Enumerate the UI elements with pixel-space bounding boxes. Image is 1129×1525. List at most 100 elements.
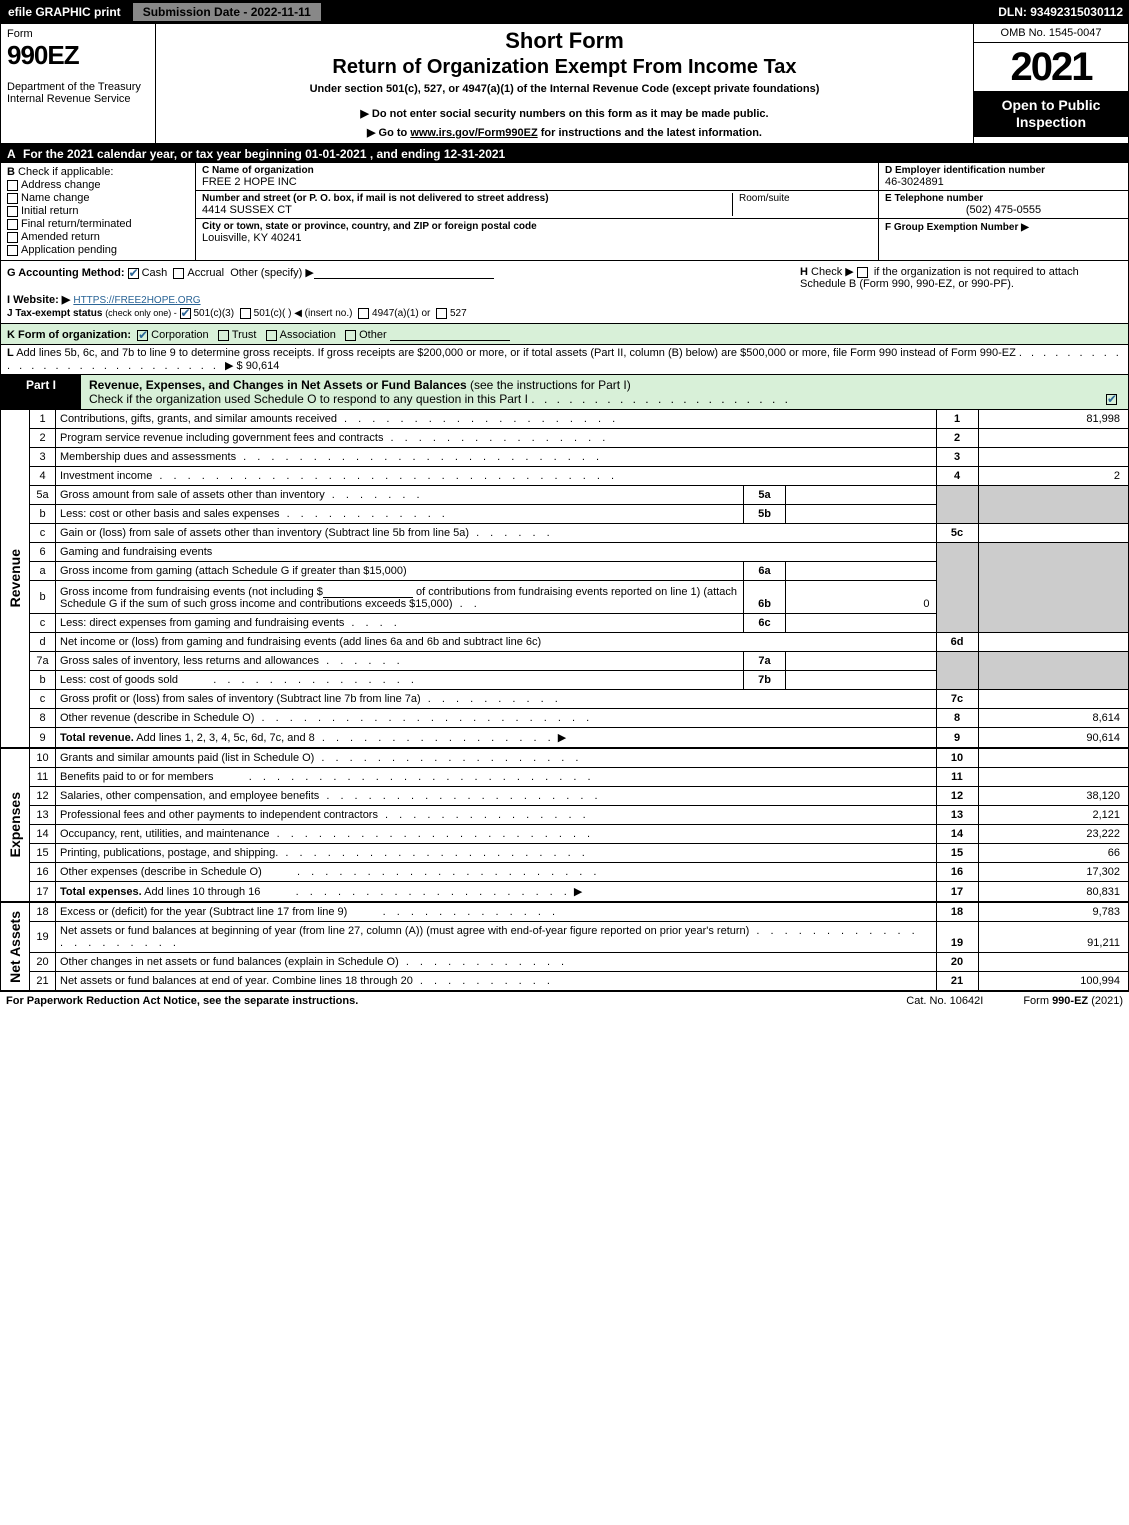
part-i-table: Revenue 1 Contributions, gifts, grants, … bbox=[1, 410, 1128, 991]
part-title: Revenue, Expenses, and Changes in Net As… bbox=[81, 375, 1128, 409]
cb-final-return[interactable]: Final return/terminated bbox=[7, 218, 189, 230]
cb-501c[interactable] bbox=[240, 308, 251, 319]
subtitle-1: Under section 501(c), 527, or 4947(a)(1)… bbox=[164, 83, 965, 95]
footer-right: Form 990-EZ (2021) bbox=[1023, 995, 1123, 1007]
short-form-label: Short Form bbox=[164, 28, 965, 54]
cb-association[interactable] bbox=[266, 330, 277, 341]
form-header: Form 990EZ Department of the Treasury In… bbox=[1, 24, 1128, 145]
line-10: Expenses 10 Grants and similar amounts p… bbox=[1, 748, 1128, 768]
line-5a: 5a Gross amount from sale of assets othe… bbox=[1, 486, 1128, 505]
line-20: 20 Other changes in net assets or fund b… bbox=[1, 953, 1128, 972]
ein-label: D Employer identification number bbox=[885, 165, 1122, 176]
inspection-label: Open to Public Inspection bbox=[974, 91, 1128, 137]
cb-schedule-b[interactable] bbox=[857, 267, 868, 278]
line-a-label: A bbox=[7, 147, 16, 161]
org-name-row: C Name of organization FREE 2 HOPE INC bbox=[196, 163, 878, 191]
line-19-amount: 91,211 bbox=[978, 922, 1128, 953]
line-13: 13 Professional fees and other payments … bbox=[1, 806, 1128, 825]
line-9: 9 Total revenue. Add lines 1, 2, 3, 4, 5… bbox=[1, 728, 1128, 749]
section-b: B Check if applicable: Address change Na… bbox=[1, 163, 196, 260]
cb-trust[interactable] bbox=[218, 330, 229, 341]
form-container: Form 990EZ Department of the Treasury In… bbox=[0, 24, 1129, 992]
cb-accrual[interactable] bbox=[173, 268, 184, 279]
line-12: 12 Salaries, other compensation, and emp… bbox=[1, 787, 1128, 806]
form-number: 990EZ bbox=[7, 40, 149, 71]
cb-corporation[interactable] bbox=[137, 330, 148, 341]
cb-4947[interactable] bbox=[358, 308, 369, 319]
ein-value: 46-3024891 bbox=[885, 176, 1122, 188]
line-1-amount: 81,998 bbox=[978, 410, 1128, 429]
line-3: 3 Membership dues and assessments . . . … bbox=[1, 448, 1128, 467]
cb-schedule-o[interactable] bbox=[1106, 394, 1117, 405]
cb-pending[interactable]: Application pending bbox=[7, 244, 189, 256]
line-16: 16 Other expenses (describe in Schedule … bbox=[1, 863, 1128, 882]
line-15: 15 Printing, publications, postage, and … bbox=[1, 844, 1128, 863]
info-grid: B Check if applicable: Address change Na… bbox=[1, 163, 1128, 261]
other-org-field[interactable] bbox=[390, 327, 510, 341]
street-label: Number and street (or P. O. box, if mail… bbox=[202, 193, 732, 204]
line-j: J Tax-exempt status (check only one) - 5… bbox=[7, 308, 792, 319]
line-21-amount: 100,994 bbox=[978, 972, 1128, 991]
form-title: Return of Organization Exempt From Incom… bbox=[164, 56, 965, 79]
street-value: 4414 SUSSEX CT bbox=[202, 204, 732, 216]
line-g: G Accounting Method: Cash Accrual Other … bbox=[7, 265, 792, 319]
department-label: Department of the Treasury Internal Reve… bbox=[7, 81, 149, 105]
line-11: 11 Benefits paid to or for members . . .… bbox=[1, 768, 1128, 787]
line-1: Revenue 1 Contributions, gifts, grants, … bbox=[1, 410, 1128, 429]
cb-other-org[interactable] bbox=[345, 330, 356, 341]
cb-cash[interactable] bbox=[128, 268, 139, 279]
phone-value: (502) 475-0555 bbox=[885, 204, 1122, 216]
line-6: 6 Gaming and fundraising events bbox=[1, 543, 1128, 562]
part-i-header: Part I Revenue, Expenses, and Changes in… bbox=[1, 375, 1128, 410]
cb-amended[interactable]: Amended return bbox=[7, 231, 189, 243]
line-15-amount: 66 bbox=[978, 844, 1128, 863]
website-link[interactable]: HTTPS://FREE2HOPE.ORG bbox=[73, 295, 200, 306]
line-6d: d Net income or (loss) from gaming and f… bbox=[1, 633, 1128, 652]
line-14-amount: 23,222 bbox=[978, 825, 1128, 844]
expenses-label: Expenses bbox=[1, 748, 30, 902]
form-word: Form bbox=[7, 28, 149, 40]
line-17: 17 Total expenses. Add lines 10 through … bbox=[1, 882, 1128, 903]
line-8: 8 Other revenue (describe in Schedule O)… bbox=[1, 709, 1128, 728]
page-footer: For Paperwork Reduction Act Notice, see … bbox=[0, 992, 1129, 1010]
gross-receipts: 90,614 bbox=[246, 360, 280, 372]
line-4: 4 Investment income . . . . . . . . . . … bbox=[1, 467, 1128, 486]
cb-address-change[interactable]: Address change bbox=[7, 179, 189, 191]
line-7c: c Gross profit or (loss) from sales of i… bbox=[1, 690, 1128, 709]
line-a: A For the 2021 calendar year, or tax yea… bbox=[1, 145, 1128, 163]
room-suite: Room/suite bbox=[732, 193, 872, 216]
irs-link[interactable]: www.irs.gov/Form990EZ bbox=[410, 127, 537, 139]
submission-date: Submission Date - 2022-11-11 bbox=[133, 3, 321, 21]
efile-label: efile GRAPHIC print bbox=[0, 5, 129, 19]
tax-year: 2021 bbox=[974, 43, 1128, 91]
omb-number: OMB No. 1545-0047 bbox=[974, 24, 1128, 43]
line-21: 21 Net assets or fund balances at end of… bbox=[1, 972, 1128, 991]
line-a-text: For the 2021 calendar year, or tax year … bbox=[23, 147, 505, 161]
cb-527[interactable] bbox=[436, 308, 447, 319]
accounting-other-field[interactable] bbox=[314, 265, 494, 279]
phone-row: E Telephone number (502) 475-0555 bbox=[879, 191, 1128, 219]
line-9-amount: 90,614 bbox=[978, 728, 1128, 749]
cb-name-change[interactable]: Name change bbox=[7, 192, 189, 204]
footer-mid: Cat. No. 10642I bbox=[906, 995, 983, 1007]
b-intro: Check if applicable: bbox=[18, 166, 113, 178]
section-c: C Name of organization FREE 2 HOPE INC N… bbox=[196, 163, 878, 260]
cb-501c3[interactable] bbox=[180, 308, 191, 319]
revenue-label: Revenue bbox=[1, 410, 30, 748]
line-8-amount: 8,614 bbox=[978, 709, 1128, 728]
cb-initial-return[interactable]: Initial return bbox=[7, 205, 189, 217]
ein-row: D Employer identification number 46-3024… bbox=[879, 163, 1128, 191]
line-l: L Add lines 5b, 6c, and 7b to line 9 to … bbox=[1, 345, 1128, 375]
subtitle-3: ▶ Go to www.irs.gov/Form990EZ for instru… bbox=[164, 126, 965, 139]
group-exemption-row: F Group Exemption Number ▶ bbox=[879, 219, 1128, 249]
line-7a: 7a Gross sales of inventory, less return… bbox=[1, 652, 1128, 671]
line-g-h: G Accounting Method: Cash Accrual Other … bbox=[1, 261, 1128, 324]
street-row: Number and street (or P. O. box, if mail… bbox=[196, 191, 878, 219]
city-value: Louisville, KY 40241 bbox=[202, 232, 537, 244]
line-6b-amount: 0 bbox=[786, 581, 936, 613]
line-5c: c Gain or (loss) from sale of assets oth… bbox=[1, 524, 1128, 543]
header-left: Form 990EZ Department of the Treasury In… bbox=[1, 24, 156, 143]
g-label: G Accounting Method: bbox=[7, 267, 125, 279]
line-17-amount: 80,831 bbox=[978, 882, 1128, 903]
fundraising-excl-field[interactable] bbox=[323, 584, 413, 598]
